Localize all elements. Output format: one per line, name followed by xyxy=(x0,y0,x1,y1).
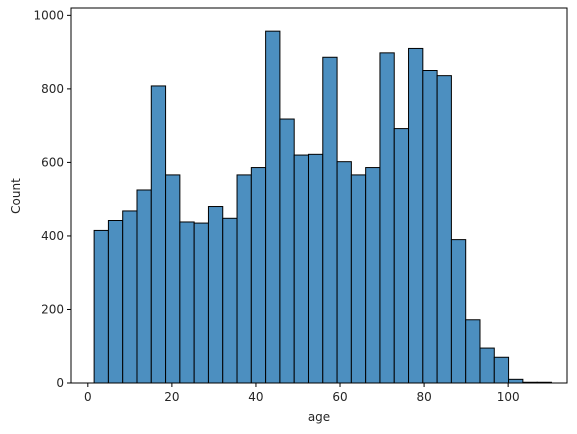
histogram-bar xyxy=(265,30,281,384)
histogram-bar xyxy=(93,229,109,384)
x-tick-label: 20 xyxy=(164,390,179,404)
histogram-bar xyxy=(222,217,238,384)
histogram-bar xyxy=(107,220,124,384)
histogram-bar xyxy=(136,189,152,384)
histogram-bar xyxy=(450,239,467,384)
histogram-bar xyxy=(493,356,510,384)
histogram-bar xyxy=(479,347,495,384)
y-axis-ticks: 0 200 400 600 800 1000 xyxy=(33,8,71,390)
x-tick-label: 80 xyxy=(416,390,431,404)
y-tick-label: 200 xyxy=(41,302,64,316)
histogram-bar xyxy=(307,153,324,384)
x-tick-label: 40 xyxy=(248,390,263,404)
histogram-bar xyxy=(422,70,438,384)
x-tick-label: 60 xyxy=(332,390,347,404)
y-tick-label: 0 xyxy=(56,376,64,390)
histogram-bar xyxy=(250,167,267,384)
x-axis-label: age xyxy=(308,410,330,424)
histogram-bar xyxy=(350,174,367,384)
y-tick-label: 600 xyxy=(41,155,64,169)
x-tick-label: 100 xyxy=(497,390,520,404)
y-tick-label: 800 xyxy=(41,82,64,96)
histogram-bar xyxy=(365,167,381,384)
histogram-bar xyxy=(322,56,338,384)
histogram-bar xyxy=(379,52,395,384)
y-tick-label: 400 xyxy=(41,229,64,243)
histogram-bar xyxy=(193,222,209,384)
histogram-bar xyxy=(122,210,138,384)
plot-frame xyxy=(70,7,568,384)
x-tick-label: 0 xyxy=(84,390,92,404)
histogram-bar xyxy=(179,221,195,384)
histogram-bar xyxy=(336,161,352,384)
histogram-bar xyxy=(279,118,295,384)
histogram-bar xyxy=(465,319,481,384)
histogram-bar xyxy=(293,154,309,384)
histogram-bar xyxy=(393,128,410,384)
histogram-bar xyxy=(508,378,524,384)
histogram-bar xyxy=(165,174,181,384)
y-tick-label: 1000 xyxy=(33,8,64,22)
histogram-bar xyxy=(150,85,167,384)
x-axis-ticks: 0 20 40 60 80 100 xyxy=(84,383,520,404)
y-axis-label: Count xyxy=(9,178,23,214)
histogram-bar xyxy=(436,75,452,384)
histogram-bar xyxy=(236,174,252,384)
bars-group xyxy=(93,30,552,384)
histogram-bar xyxy=(408,47,424,384)
histogram-bar xyxy=(207,206,224,384)
